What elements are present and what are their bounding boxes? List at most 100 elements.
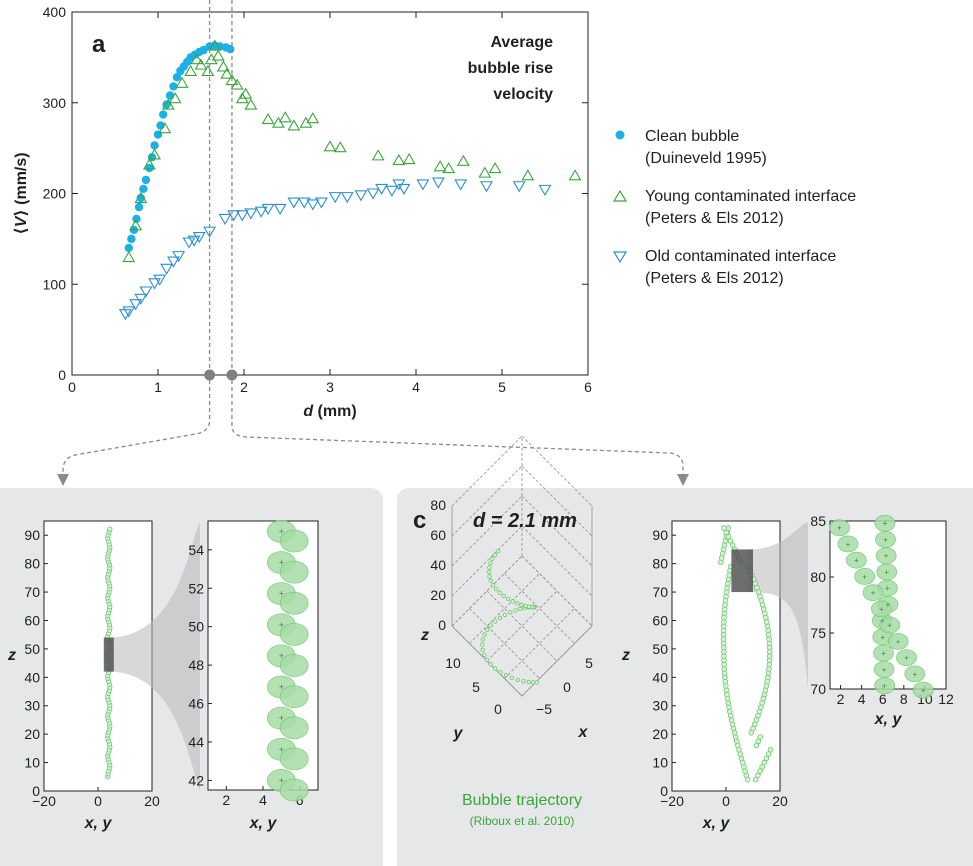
x-axis-label-c3d: x [578,724,589,741]
old-point [287,197,301,209]
x-tick-label-c-right: 4 [858,691,866,707]
young-point [287,119,301,131]
x-axis-label-c-left: x, y [702,815,731,832]
marker-dot-1 [204,369,216,381]
clean-point [141,175,151,185]
x-tick-label-c-left: 0 [722,793,730,809]
spiral-point [521,679,526,684]
old-point [354,190,368,202]
y-axis-label-a: ⟨V⟩ (mm/s) [13,152,30,234]
floor-grid [469,608,540,679]
spiral-point [480,637,486,642]
z-tick-label-c3d: 80 [430,497,446,513]
wall-grid [451,465,523,537]
y-tick-label-c-left: 30 [652,698,668,714]
wall-grid [451,435,523,507]
young-point [239,87,253,99]
z-axis-label-c-left: z [621,647,630,664]
bubble-ellipse-b [279,685,309,709]
x-tick-label-a: 4 [412,379,420,395]
bubble-center-b: + [279,682,284,692]
young-point [148,148,162,160]
y-tick-label-b-right: 48 [188,657,204,673]
x-tick-label-c-right: 2 [837,691,845,707]
chart-c-title: d = 2.1 mm [473,510,577,532]
wall-grid [521,435,593,507]
clean-point [158,110,168,119]
spiral-point [490,582,496,588]
young-point [392,153,406,165]
y-tick-label-c-left: 60 [652,612,668,628]
x-tick-label-b-left: 0 [94,793,102,809]
bubble-ellipse-c [874,514,896,532]
spiral-point [485,627,490,633]
bubble-center-c: + [862,572,867,581]
x-axis-label-c-right: x, y [874,711,903,728]
bubble-ellipse-c [854,568,876,585]
wall-grid [521,525,593,597]
bubble-center-b: + [279,775,284,785]
y-tick-label-b-left: 50 [24,641,40,657]
clean-point [226,45,235,54]
legend: Clean bubble (Duineveld 1995) Young cont… [612,128,856,287]
z-tick-label-c3d: 60 [430,527,446,543]
spiral-point [492,552,498,558]
wall-grid [451,495,523,567]
x-tick-label-c-left: 20 [772,793,788,809]
bubble-center-b: + [279,589,284,599]
bubble-center-b: + [279,713,284,723]
caption-line-1: Bubble trajectory [462,792,582,809]
spiral-point [508,610,513,615]
legend-clean-line-2: (Duineveld 1995) [645,150,767,167]
y-tick-label-a: 100 [43,276,67,292]
x-tick-label-b-right: 2 [222,792,230,808]
clean-point [199,45,208,55]
bubble-ellipse-c [912,681,934,699]
wall-grid [521,555,593,627]
old-point [306,199,320,211]
y-tick-label-c-right: 80 [810,569,826,585]
bubble-ellipse-c [904,665,926,683]
spiral-point [515,677,521,683]
bubble-ellipse-b [279,560,309,584]
bubble-center-c: + [883,519,888,528]
clean-point [169,82,178,91]
trajectory-point-c [755,772,761,779]
old-point [385,185,399,197]
clean-point [145,163,154,173]
old-point [375,183,389,196]
trajectory-point-c [759,764,765,770]
z-tick-label-c3d: 20 [430,587,446,603]
young-point [134,191,148,204]
bubble-center-b: + [279,620,284,630]
spiral-point [488,662,493,667]
young-point [230,78,244,90]
wall-grid [451,555,523,627]
bubble-center-c: + [896,637,901,646]
wall-grid [521,465,593,537]
bubble-ellipse-b [279,622,309,646]
young-point [478,166,492,178]
z-tick-label-c3d: 0 [438,617,446,633]
old-point [366,188,380,200]
annotation-line-2: bubble rise [468,60,553,77]
spiral-point [482,632,487,637]
y-tick-label-b-left: 60 [24,612,40,628]
y-tick-label-c-right: 70 [810,681,826,697]
old-point [397,183,411,196]
bubble-center-c: + [887,621,892,630]
spiral-point [488,560,493,566]
y-tick-label-b-left: 40 [24,669,40,685]
clean-point [124,243,133,253]
young-point [216,60,230,72]
bubble-ellipse-b [279,591,309,615]
clean-point [134,202,144,212]
young-point [129,219,143,231]
young-point [371,149,385,161]
bubble-center-c: + [846,540,851,549]
bubble-center-c: + [883,535,888,544]
trajectory-point-c [723,529,729,536]
spiral-point [498,670,503,675]
x-tick-label-a: 0 [68,379,76,395]
